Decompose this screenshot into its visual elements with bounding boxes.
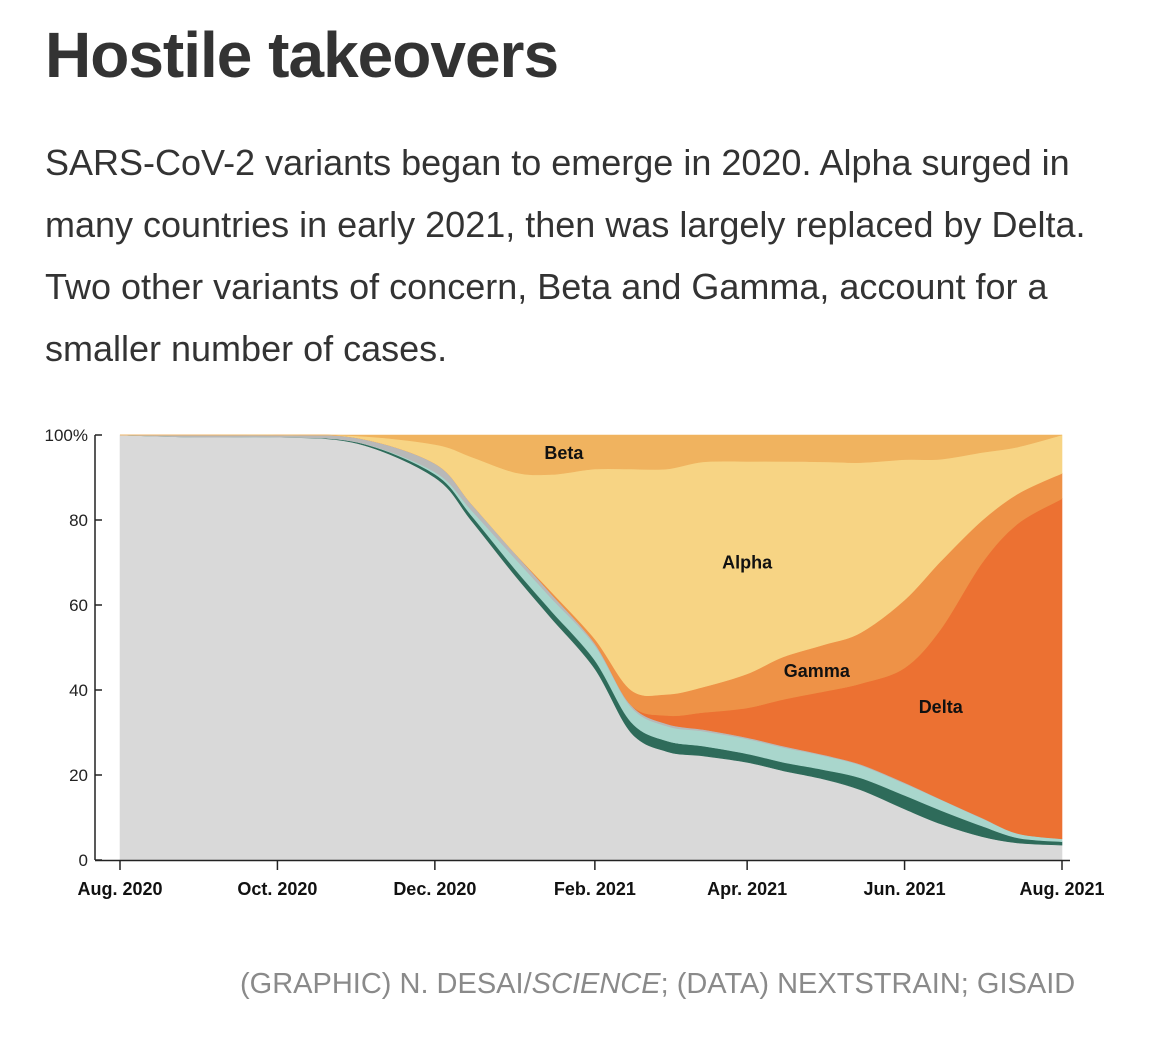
area-layers	[119, 434, 1063, 861]
x-tick-label: Aug. 2021	[1019, 879, 1104, 899]
x-tick-label: Apr. 2021	[707, 879, 787, 899]
y-tick-label: 100%	[45, 426, 88, 445]
series-label-beta: Beta	[544, 443, 584, 463]
y-tick-label: 60	[69, 596, 88, 615]
chart-title: Hostile takeovers	[45, 19, 559, 91]
credit-prefix: (GRAPHIC) N. DESAI/	[240, 968, 532, 1000]
y-axis: 0 20 40 60 80 100%	[45, 426, 102, 870]
y-tick-label: 20	[69, 766, 88, 785]
y-tick-label: 0	[79, 851, 88, 870]
x-tick-label: Dec. 2020	[393, 879, 476, 899]
x-tick-label: Jun. 2021	[864, 879, 946, 899]
chart-subtitle: SARS-CoV-2 variants began to emerge in 2…	[45, 142, 1086, 369]
series-label-gamma: Gamma	[784, 661, 851, 681]
x-tick-label: Oct. 2020	[237, 879, 317, 899]
credit-publication: SCIENCE	[531, 968, 661, 1000]
x-axis: Aug. 2020 Oct. 2020 Dec. 2020 Feb. 2021 Apr.…	[77, 859, 1105, 899]
series-label-delta: Delta	[919, 697, 964, 717]
y-tick-label: 40	[69, 681, 88, 700]
y-tick-label: 80	[69, 511, 88, 530]
x-tick-label: Feb. 2021	[554, 879, 636, 899]
stacked-area-chart: 0 20 40 60 80 100% Aug. 2020 Oct. 2020 Dec. 202…	[45, 426, 1105, 899]
area-beta	[120, 434, 1063, 476]
credit-suffix: ; (DATA) NEXTSTRAIN; GISAID	[660, 968, 1076, 1000]
series-label-alpha: Alpha	[722, 553, 773, 573]
credit-line: (GRAPHIC) N. DESAI/SCIENCE; (DATA) NEXTS…	[240, 968, 1075, 1001]
x-tick-label: Aug. 2020	[77, 879, 162, 899]
series-labels: Beta Alpha Gamma Delta	[544, 443, 963, 717]
